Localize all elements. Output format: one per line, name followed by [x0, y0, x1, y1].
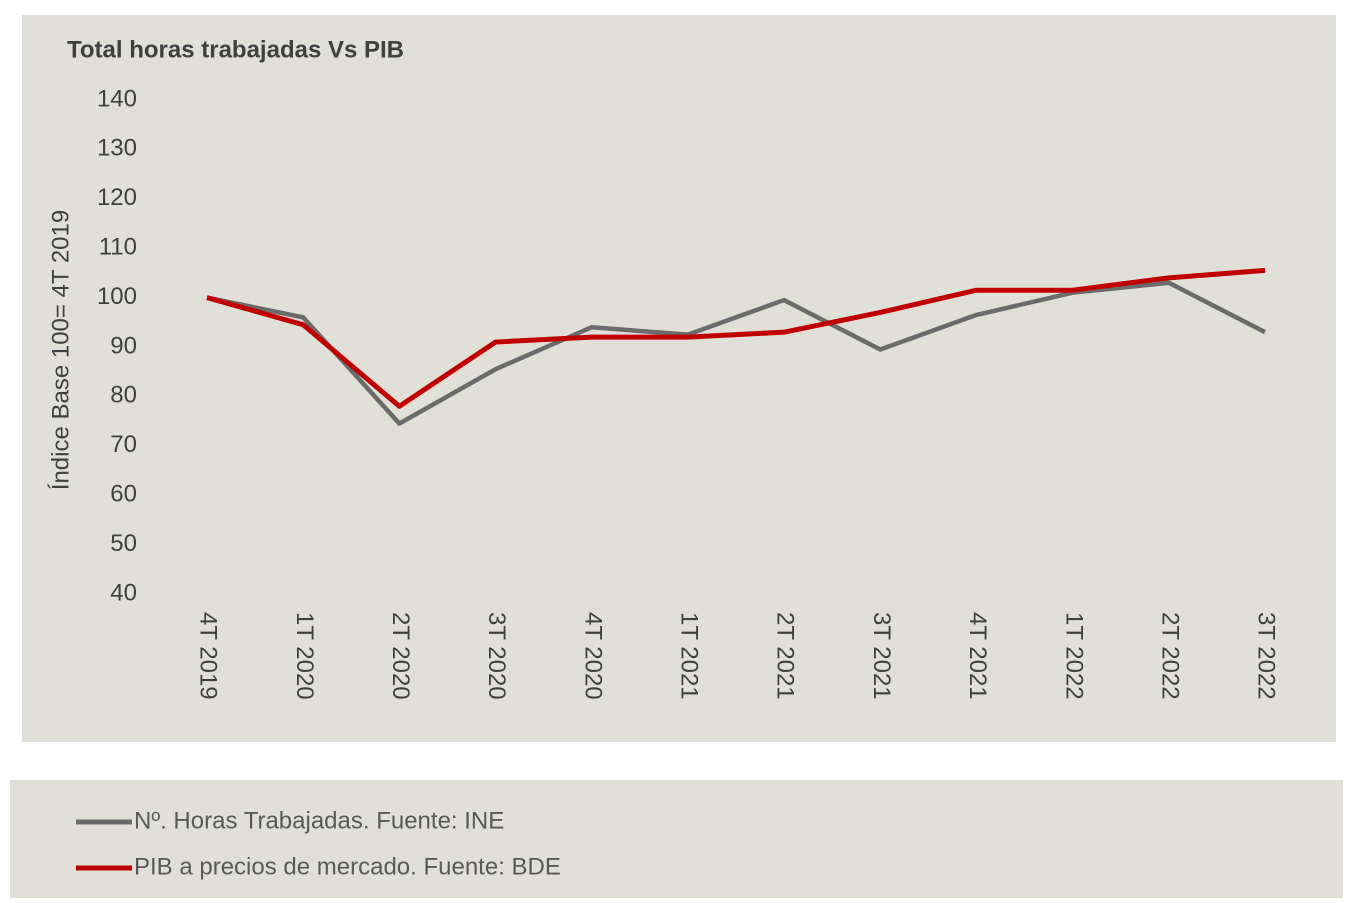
legend-label: PIB a precios de mercado. Fuente: BDE — [134, 853, 561, 880]
series-line — [206, 280, 1267, 426]
y-tick-label: 40 — [110, 579, 137, 606]
x-tick-label: 4T 2020 — [579, 612, 606, 700]
y-tick-label: 70 — [110, 431, 137, 458]
y-tick-label: 50 — [110, 530, 137, 557]
x-tick-label: 3T 2020 — [483, 612, 510, 700]
y-tick-label: 130 — [97, 135, 137, 162]
y-axis-label: Índice Base 100= 4T 2019 — [47, 210, 74, 490]
y-tick-label: 80 — [110, 382, 137, 409]
plot-panel — [22, 15, 1336, 742]
x-tick-label: 1T 2021 — [676, 612, 703, 700]
legend-label: Nº. Horas Trabajadas. Fuente: INE — [134, 807, 504, 834]
legend-panel — [10, 780, 1343, 898]
x-tick-label: 2T 2021 — [772, 612, 799, 700]
x-tick-label: 3T 2022 — [1253, 612, 1280, 700]
y-tick-label: 140 — [97, 85, 137, 112]
x-tick-label: 4T 2021 — [964, 612, 991, 700]
y-tick-label: 120 — [97, 184, 137, 211]
x-tick-label: 1T 2022 — [1060, 612, 1087, 700]
x-tick-label: 2T 2022 — [1156, 612, 1183, 700]
x-tick-label: 3T 2021 — [868, 612, 895, 700]
chart-title: Total horas trabajadas Vs PIB — [67, 36, 404, 63]
y-tick-label: 60 — [110, 481, 137, 508]
x-tick-label: 1T 2020 — [291, 612, 318, 700]
y-tick-label: 110 — [99, 234, 137, 261]
y-tick-label: 90 — [110, 332, 137, 359]
x-tick-label: 2T 2020 — [387, 612, 414, 700]
x-tick-label: 4T 2019 — [195, 612, 222, 700]
series-line — [206, 267, 1266, 409]
y-tick-label: 100 — [97, 283, 137, 310]
